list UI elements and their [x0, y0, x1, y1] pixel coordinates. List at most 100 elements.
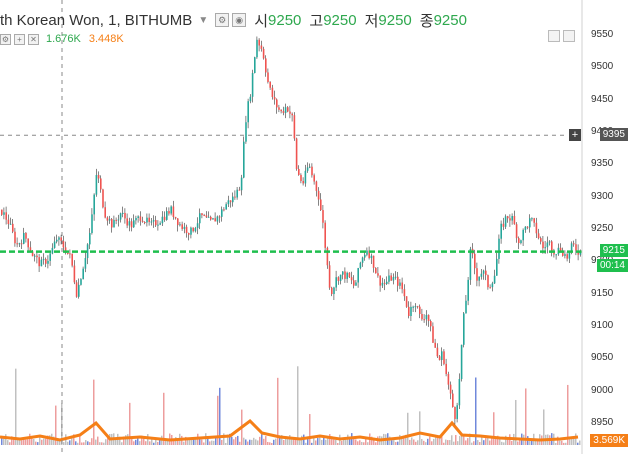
- volume-bar: [363, 442, 365, 445]
- candle-body: [104, 207, 106, 218]
- price-tick-label: 9450: [591, 93, 614, 105]
- volume-bar: [177, 439, 179, 445]
- volume-bar: [535, 439, 537, 445]
- price-tick-label: 9100: [591, 320, 614, 331]
- candle-body: [401, 282, 403, 290]
- candle-body: [100, 178, 102, 190]
- candle-body: [551, 241, 553, 251]
- volume-bar: [405, 434, 407, 445]
- symbol-title[interactable]: th Korean Won, 1, BITHUMB: [0, 11, 193, 29]
- candle-body: [392, 277, 395, 281]
- close-icon[interactable]: ✕: [28, 33, 39, 45]
- candle-body: [139, 216, 142, 221]
- candle-body: [507, 216, 509, 219]
- volume-bar: [483, 440, 485, 445]
- volume-bar: [265, 436, 267, 445]
- chevron-down-icon[interactable]: ▼: [198, 14, 209, 26]
- candle-body: [482, 270, 485, 274]
- candle-body: [166, 211, 168, 220]
- volume-bar: [569, 439, 571, 445]
- candle-body: [280, 109, 282, 112]
- volume-bar: [19, 438, 21, 445]
- candle-body: [152, 220, 155, 222]
- volume-bar: [3, 438, 5, 445]
- pane-maximize-icon[interactable]: [548, 30, 560, 42]
- volume-bar: [151, 438, 153, 445]
- volume-bar: [373, 437, 375, 445]
- volume-bar: [487, 436, 489, 445]
- candle-body: [397, 276, 399, 286]
- volume-bar: [423, 440, 425, 445]
- candle-body: [289, 111, 291, 114]
- volume-bar: [495, 438, 497, 445]
- candle-body: [102, 189, 104, 208]
- volume-bar: [37, 442, 39, 445]
- low-value: 9250: [378, 11, 412, 29]
- candle-body: [537, 233, 540, 239]
- candle-body: [388, 275, 390, 282]
- add-icon[interactable]: +: [14, 33, 25, 45]
- candle-body: [225, 204, 227, 210]
- volume-bar: [413, 439, 415, 445]
- candle-body: [282, 111, 285, 113]
- eye-icon[interactable]: ◉: [232, 13, 247, 27]
- volume-bar: [257, 440, 259, 445]
- volume-bar: [505, 435, 507, 445]
- high-label: 고: [309, 12, 324, 30]
- volume-bar: [469, 433, 471, 445]
- volume-bar: [147, 434, 149, 445]
- candle-body: [254, 57, 256, 74]
- volume-bar: [525, 388, 527, 445]
- add-alert-icon[interactable]: +: [569, 129, 581, 142]
- volume-bar: [99, 442, 101, 445]
- volume-bar: [141, 435, 143, 445]
- candle-body: [317, 190, 320, 200]
- volume-bar: [71, 435, 73, 445]
- candle-body: [80, 279, 82, 285]
- candle-body: [465, 300, 467, 314]
- candle-body: [403, 289, 406, 297]
- candle-body: [82, 268, 84, 280]
- volume-bar: [123, 436, 125, 445]
- candle-body: [375, 267, 377, 274]
- settings-icon[interactable]: ⚙: [215, 13, 230, 27]
- volume-bar: [287, 439, 289, 445]
- candle-body: [42, 259, 45, 261]
- candle-body: [333, 287, 335, 295]
- candle-body: [566, 254, 568, 259]
- candle-body: [40, 259, 43, 267]
- candle-body: [320, 199, 322, 211]
- candle-body: [258, 39, 260, 46]
- candle-body: [355, 282, 357, 286]
- candle-body: [185, 226, 188, 234]
- chart-legend: th Korean Won, 1, BITHUMB ▼ ⚙ ◉ 시 9250 고…: [0, 10, 467, 30]
- price-tick-label: 9150: [591, 287, 614, 299]
- volume-bar: [127, 434, 129, 445]
- volume-bar: [565, 442, 567, 445]
- volume-bar: [327, 437, 329, 445]
- volume-bar: [391, 440, 393, 445]
- candle-body: [370, 255, 373, 259]
- candle-body: [12, 223, 14, 232]
- crosshair-price-tag: 9395: [599, 128, 628, 142]
- candle-body: [379, 275, 381, 286]
- volume-bar: [53, 436, 55, 445]
- volume-bar: [425, 442, 427, 445]
- volume-bar: [129, 402, 131, 445]
- candle-body: [414, 306, 417, 308]
- candle-body: [201, 213, 203, 216]
- volume-bar: [563, 442, 565, 445]
- volume-bar: [259, 436, 261, 445]
- candle-body: [364, 254, 366, 258]
- pane-minimize-icon[interactable]: [563, 30, 575, 42]
- candle-body: [526, 226, 529, 228]
- volume-bar: [13, 438, 15, 445]
- candle-body: [31, 251, 34, 257]
- volume-bar: [465, 440, 467, 445]
- candle-body: [276, 99, 278, 108]
- settings-icon[interactable]: ⚙: [0, 33, 11, 45]
- candle-body: [513, 215, 516, 225]
- volume-bar: [15, 368, 17, 445]
- candle-body: [20, 243, 23, 245]
